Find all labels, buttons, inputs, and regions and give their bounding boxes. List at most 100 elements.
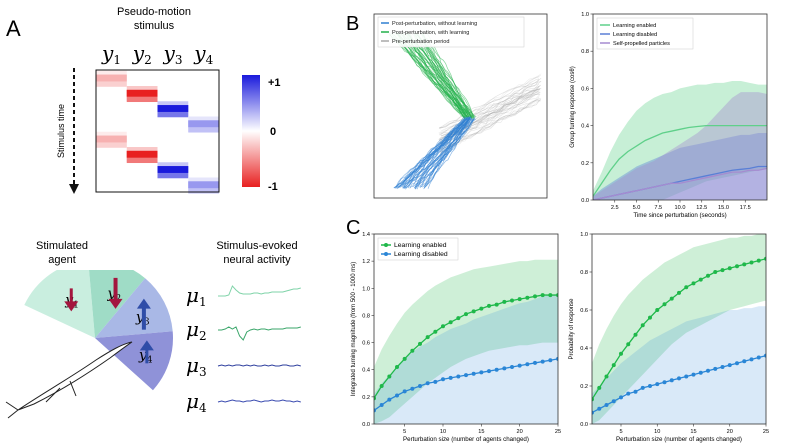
y-tick-label: 0.6 bbox=[580, 308, 588, 314]
point-learning-enabled bbox=[592, 397, 594, 402]
point-learning-disabled bbox=[611, 399, 616, 404]
stimulus-colorbar bbox=[242, 75, 260, 187]
y-tick-label: 0.8 bbox=[581, 49, 589, 55]
plot-data-layer bbox=[592, 234, 766, 424]
plot-legend-label: Learning enabled bbox=[613, 23, 656, 29]
y-tick-label: 0.2 bbox=[362, 395, 370, 401]
point-learning-enabled bbox=[720, 268, 725, 273]
point-learning-disabled bbox=[626, 391, 631, 396]
neural-trace-4 bbox=[217, 399, 301, 403]
line-self-propelled-particles bbox=[593, 167, 767, 200]
y-tick-label: 0.4 bbox=[581, 124, 589, 130]
x-tick-label: 7.5 bbox=[654, 205, 662, 211]
point-learning-disabled bbox=[525, 362, 530, 367]
point-learning-disabled bbox=[669, 378, 674, 383]
plot-legend-label: Learning disabled bbox=[394, 251, 448, 258]
arrow-head bbox=[64, 301, 79, 312]
stimulus-cell-7-layer-2 bbox=[188, 181, 219, 189]
stimulus-cell-3-layer-2 bbox=[188, 120, 219, 128]
y-tick-label: 0.8 bbox=[362, 313, 370, 319]
x-tick-label: 25 bbox=[763, 429, 769, 435]
point-learning-enabled bbox=[379, 384, 384, 388]
point-learning-enabled bbox=[433, 329, 438, 334]
point-learning-enabled bbox=[648, 315, 652, 320]
trajectory-legend-box bbox=[377, 16, 525, 48]
neural-trace-1 bbox=[218, 285, 301, 297]
line-learning-enabled bbox=[593, 124, 767, 197]
trajectory-with-learning bbox=[425, 32, 475, 118]
point-learning-enabled bbox=[425, 335, 430, 340]
stimulus-cell-2-layer-2 bbox=[157, 105, 189, 112]
y-tick-label: 1.0 bbox=[580, 232, 588, 238]
point-learning-disabled bbox=[756, 355, 761, 360]
point-learning-enabled bbox=[662, 302, 667, 307]
x-tick-label: 17.5 bbox=[740, 205, 751, 211]
y-tick-label: 0.2 bbox=[580, 384, 588, 390]
column-label-y4: y4 bbox=[193, 41, 213, 67]
trajectory-without-learning bbox=[419, 118, 472, 187]
trajectory-without-learning bbox=[399, 116, 466, 188]
trajectory-legend-label: Post-perturbation, without learning bbox=[392, 21, 477, 27]
point-learning-enabled bbox=[749, 260, 754, 265]
point-learning-disabled bbox=[433, 379, 438, 384]
arrow-head bbox=[108, 298, 123, 309]
neural-label-3: μ3 bbox=[186, 353, 207, 379]
point-learning-disabled bbox=[410, 386, 415, 391]
x-tick-label: 2.5 bbox=[611, 205, 619, 211]
point-learning-disabled bbox=[374, 408, 376, 413]
point-learning-disabled bbox=[640, 385, 645, 390]
x-axis-label: Perturbation size (number of agents chan… bbox=[403, 436, 529, 443]
point-learning-enabled bbox=[597, 385, 602, 390]
trajectory-with-learning bbox=[413, 33, 473, 120]
x-tick-label: 5 bbox=[619, 429, 622, 435]
point-learning-enabled bbox=[698, 277, 703, 282]
point-learning-disabled bbox=[720, 365, 725, 369]
point-learning-enabled bbox=[691, 281, 696, 286]
point-learning-disabled bbox=[533, 360, 537, 365]
point-learning-disabled bbox=[510, 365, 514, 369]
neural-trace-2 bbox=[218, 326, 301, 341]
plot-legend-box bbox=[377, 237, 459, 261]
x-axis-label: Time since perturbation (seconds) bbox=[633, 212, 726, 219]
fish-fins bbox=[45, 380, 77, 403]
plot-legend-label: Self-propelled particles bbox=[613, 41, 670, 47]
point-learning-enabled bbox=[410, 348, 415, 353]
agent-sector-y3 bbox=[95, 278, 173, 338]
point-learning-disabled bbox=[379, 403, 384, 407]
y-tick-label: 0.8 bbox=[580, 270, 588, 276]
point-learning-disabled bbox=[502, 366, 507, 371]
point-learning-enabled bbox=[479, 306, 484, 311]
point-learning-disabled bbox=[713, 366, 718, 371]
y-tick-label: 1.0 bbox=[581, 12, 589, 18]
point-learning-enabled bbox=[611, 363, 616, 368]
point-learning-enabled bbox=[374, 396, 376, 401]
plot-data-layer bbox=[374, 259, 558, 424]
trajectory-pre-perturbation bbox=[440, 83, 540, 136]
point-learning-enabled bbox=[487, 303, 491, 308]
point-learning-enabled bbox=[556, 293, 558, 298]
point-learning-disabled bbox=[556, 356, 558, 361]
point-learning-enabled bbox=[640, 323, 645, 328]
stimulus-cell-5-layer-2 bbox=[126, 150, 158, 158]
trajectory-pre-perturbation bbox=[440, 100, 541, 153]
agent-sector-arrow-down bbox=[108, 277, 123, 309]
y-axis-label: Group turning response (cosθ) bbox=[570, 66, 576, 147]
trajectory-pre-perturbation bbox=[438, 79, 540, 134]
point-learning-enabled bbox=[604, 374, 609, 379]
band-learning-disabled bbox=[374, 293, 558, 424]
band-learning-disabled bbox=[593, 133, 767, 200]
plot-legend-box bbox=[596, 17, 694, 50]
agent-sector-label-y3: y3 bbox=[135, 310, 150, 328]
plot-legend-label: Learning enabled bbox=[394, 242, 447, 249]
x-tick-label: 10 bbox=[440, 429, 446, 435]
point-learning-enabled bbox=[525, 295, 530, 300]
stimulus-cell-6-layer-2 bbox=[157, 166, 189, 173]
point-learning-enabled bbox=[655, 308, 660, 312]
point-learning-enabled bbox=[456, 316, 461, 321]
trajectory-pre-perturbation bbox=[439, 98, 540, 153]
point-learning-disabled bbox=[655, 382, 660, 387]
trajectory-pre-perturbation bbox=[439, 76, 540, 129]
agent-sector-arrow-down bbox=[64, 288, 79, 312]
x-tick-label: 15 bbox=[690, 429, 696, 435]
